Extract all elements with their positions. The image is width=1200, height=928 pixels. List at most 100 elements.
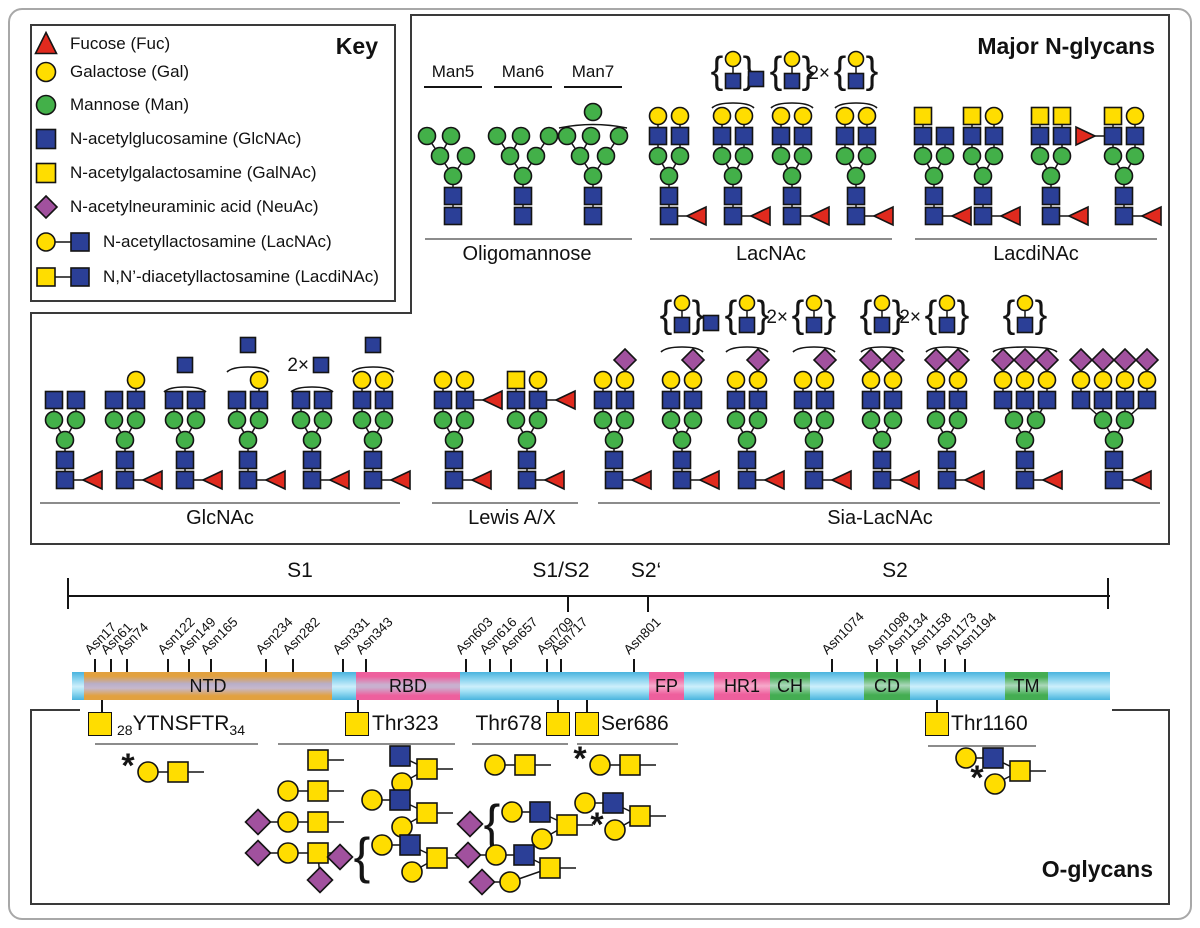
glcnac-icon xyxy=(648,126,668,146)
glcnac-icon xyxy=(804,450,824,470)
glcnac-icon xyxy=(1093,390,1113,410)
bracket-label: S1/S2 xyxy=(532,559,590,582)
fucose-icon xyxy=(1130,469,1152,491)
key-row xyxy=(33,194,59,220)
galactose-icon xyxy=(815,370,835,390)
galactose-icon xyxy=(277,842,299,864)
galactose-icon xyxy=(501,801,523,823)
glcnac-icon xyxy=(70,267,90,287)
galactose-icon xyxy=(724,50,742,68)
mannose-icon xyxy=(433,410,453,430)
bracket-label: S1 xyxy=(287,559,313,582)
galactose-icon xyxy=(955,747,977,769)
galactose-icon xyxy=(593,370,613,390)
mannose-icon xyxy=(782,166,802,186)
n-glycan-structure xyxy=(1068,347,1160,491)
key-row xyxy=(34,30,58,55)
mannose-icon xyxy=(557,126,577,146)
bracket-end-tick xyxy=(1107,578,1109,609)
n-glycans-box-bottom xyxy=(30,313,1170,545)
n-glycan-structure xyxy=(962,106,1021,227)
mannose-icon xyxy=(55,430,75,450)
o-site-label-thr323: Thr323 xyxy=(372,712,439,735)
n-glycan-structure: {} xyxy=(858,294,920,491)
asn-site-tick xyxy=(465,659,467,672)
mannose-icon xyxy=(1114,166,1134,186)
glcnac-icon xyxy=(249,390,269,410)
glcnac-icon xyxy=(443,186,463,206)
bracket-end-tick xyxy=(67,578,69,609)
antenna-brace xyxy=(925,346,969,353)
fucose-icon xyxy=(1075,125,1097,147)
galactose-icon xyxy=(726,370,746,390)
domain-label: NTD xyxy=(189,675,227,696)
group-underline xyxy=(650,238,892,240)
mannose-icon xyxy=(164,410,184,430)
o-glycan-structure: { xyxy=(456,795,593,851)
mannose-icon xyxy=(1030,146,1050,166)
neuac-icon xyxy=(306,866,334,894)
curly-brace: } xyxy=(802,50,815,92)
galactose-icon xyxy=(455,370,475,390)
curly-brace: { xyxy=(770,50,783,92)
curly-brace: } xyxy=(824,294,837,336)
mannose-icon xyxy=(793,410,813,430)
glcnac-icon xyxy=(747,70,765,88)
glcnac-icon xyxy=(443,206,463,226)
galnac-icon xyxy=(1009,760,1031,782)
asn-site-tick xyxy=(365,659,367,672)
mannose-icon xyxy=(444,430,464,450)
galactose-icon xyxy=(277,811,299,833)
curly-brace: } xyxy=(692,294,705,336)
group-underline xyxy=(915,238,1157,240)
mannose-icon xyxy=(1093,410,1113,430)
n-glycan-structure-oligomannose xyxy=(417,126,476,226)
glcnac-icon xyxy=(702,314,720,332)
galactose-icon xyxy=(1016,294,1034,312)
glcnac-icon xyxy=(1041,206,1061,226)
mannose-icon xyxy=(672,430,692,450)
glcnac-icon xyxy=(227,390,247,410)
glcnac-icon xyxy=(672,450,692,470)
group-label: GlcNAc xyxy=(186,507,254,529)
mannose-icon xyxy=(441,126,461,146)
glcnac-icon xyxy=(973,186,993,206)
glcnac-icon xyxy=(872,470,892,490)
group-underline xyxy=(432,502,578,504)
galactose-icon xyxy=(361,789,383,811)
galnac-icon xyxy=(307,842,329,864)
galactose-icon xyxy=(847,50,865,68)
mannose-icon xyxy=(352,410,372,430)
fucose-icon xyxy=(898,469,920,491)
oligomannose-underline xyxy=(564,86,622,88)
galnac-icon xyxy=(36,267,56,287)
mannose-icon xyxy=(302,430,322,450)
galactose-icon xyxy=(1037,370,1057,390)
mannose-icon xyxy=(712,146,732,166)
mannose-icon xyxy=(517,430,537,450)
domain-label: CD xyxy=(874,675,900,696)
key-row xyxy=(35,128,57,150)
glcnac-icon xyxy=(238,470,258,490)
mannose-icon xyxy=(593,410,613,430)
glcnac-icon xyxy=(873,316,891,334)
mannose-icon xyxy=(35,94,57,116)
mannose-icon xyxy=(443,166,463,186)
glcnac-icon xyxy=(847,72,865,90)
glcnac-icon xyxy=(924,206,944,226)
neuac-icon xyxy=(1012,347,1038,373)
o-site-connector xyxy=(586,700,588,713)
fucose-icon xyxy=(554,389,576,411)
fucose-icon xyxy=(763,469,785,491)
glcnac-icon xyxy=(948,390,968,410)
fucose-icon xyxy=(481,389,503,411)
glcnac-icon xyxy=(1015,470,1035,490)
glcnac-icon xyxy=(1104,450,1124,470)
galnac-icon xyxy=(506,370,526,390)
asn-site-tick xyxy=(489,659,491,672)
n-glycan-structure: {} xyxy=(660,294,720,491)
domain-label: CH xyxy=(777,675,803,696)
mannose-icon xyxy=(374,410,394,430)
glcnac-icon xyxy=(312,356,330,374)
neuac-icon xyxy=(456,810,484,838)
